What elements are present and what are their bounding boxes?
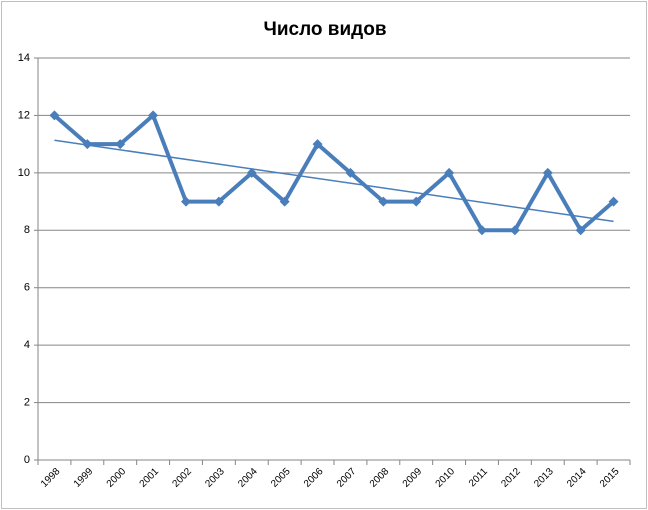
y-tick-label: 10 xyxy=(18,167,30,179)
marker xyxy=(115,139,126,150)
marker xyxy=(345,167,356,178)
y-tick-label: 4 xyxy=(24,339,30,351)
marker xyxy=(477,225,487,236)
marker xyxy=(378,196,389,207)
marker xyxy=(49,110,60,121)
marker xyxy=(312,139,323,150)
y-tick-label: 0 xyxy=(24,454,30,466)
y-tick-label: 2 xyxy=(24,396,30,408)
marker xyxy=(411,196,422,207)
marker xyxy=(444,167,455,178)
marker xyxy=(148,110,159,121)
marker xyxy=(542,167,553,178)
trendline xyxy=(54,139,614,223)
data-line xyxy=(53,113,615,233)
marker xyxy=(213,196,224,207)
chart-title: Число видов xyxy=(263,19,386,40)
marker xyxy=(608,196,619,207)
y-tick-label: 12 xyxy=(18,109,30,121)
marker xyxy=(509,225,520,236)
marker xyxy=(181,196,191,207)
y-tick-label: 8 xyxy=(24,224,30,236)
marker xyxy=(575,225,586,236)
y-tick-label: 14 xyxy=(18,52,30,64)
marker xyxy=(82,139,93,150)
marker xyxy=(279,196,290,207)
marker xyxy=(246,167,257,178)
y-tick-label: 6 xyxy=(24,282,30,294)
